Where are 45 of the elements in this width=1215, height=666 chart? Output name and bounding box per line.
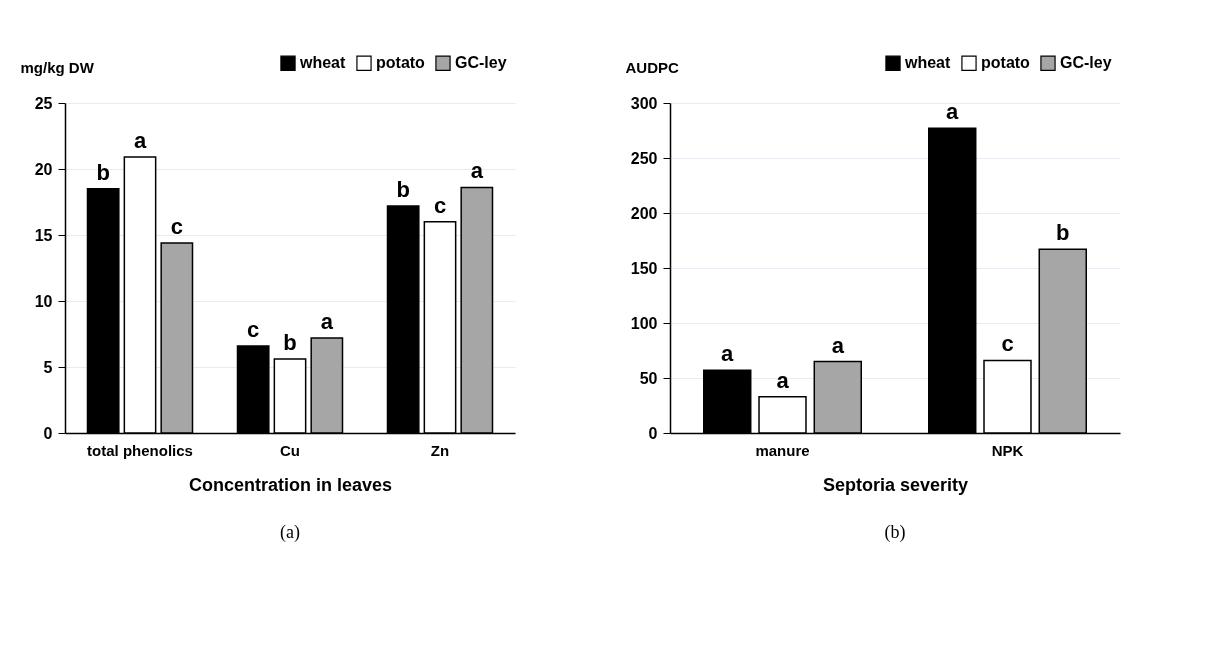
x-tick-label: Zn bbox=[430, 441, 450, 459]
text: (b) bbox=[884, 522, 906, 543]
x-tick-label: manure bbox=[755, 441, 810, 459]
x-axis-title: Concentration in leaves bbox=[188, 474, 393, 495]
legend-label: GC-ley bbox=[455, 54, 507, 72]
y-tick-label: 15 bbox=[34, 226, 53, 244]
data-label: a bbox=[133, 128, 147, 154]
data-label: a bbox=[320, 308, 334, 334]
y-tick-label: 50 bbox=[639, 369, 658, 387]
y-tick-label: 10 bbox=[34, 292, 53, 310]
data-label: a bbox=[470, 158, 484, 184]
data-label: c bbox=[433, 192, 447, 218]
data-label: a bbox=[776, 367, 790, 393]
y-tick-label: 200 bbox=[630, 204, 658, 222]
legend-label: wheat bbox=[904, 54, 952, 72]
y-tick-label: 150 bbox=[630, 259, 658, 277]
data-label: b bbox=[283, 330, 297, 356]
y-tick-label: 250 bbox=[630, 149, 658, 167]
y-tick-label: 300 bbox=[630, 94, 658, 112]
data-label: c bbox=[1001, 331, 1014, 357]
y-tick-label: 5 bbox=[43, 358, 53, 376]
x-tick-label: NPK bbox=[991, 441, 1024, 459]
y-tick-label: 0 bbox=[648, 424, 658, 442]
x-tick-label: total phenolics bbox=[87, 441, 193, 459]
legend-label: potato bbox=[376, 54, 426, 72]
y-axis-title: mg/kg DW bbox=[20, 58, 95, 76]
data-label: b bbox=[96, 159, 110, 185]
data-label: a bbox=[946, 99, 960, 125]
y-tick-label: 0 bbox=[43, 424, 53, 442]
legend-label: wheat bbox=[299, 54, 347, 72]
text: (a) bbox=[280, 522, 300, 543]
x-axis-title: Septoria severity bbox=[822, 474, 969, 495]
y-tick-label: 20 bbox=[34, 160, 53, 178]
data-label: c bbox=[170, 213, 183, 239]
data-label: a bbox=[831, 332, 845, 358]
data-label: b bbox=[396, 176, 410, 202]
y-tick-label: 25 bbox=[34, 94, 53, 112]
data-label: c bbox=[247, 316, 260, 342]
y-tick-label: 100 bbox=[630, 314, 658, 332]
y-axis-title: AUDPC bbox=[625, 58, 679, 76]
legend-label: potato bbox=[981, 54, 1031, 72]
legend-label: GC-ley bbox=[1060, 54, 1112, 72]
x-tick-label: Cu bbox=[280, 441, 300, 459]
data-label: a bbox=[721, 341, 735, 367]
data-label: b bbox=[1056, 220, 1070, 246]
